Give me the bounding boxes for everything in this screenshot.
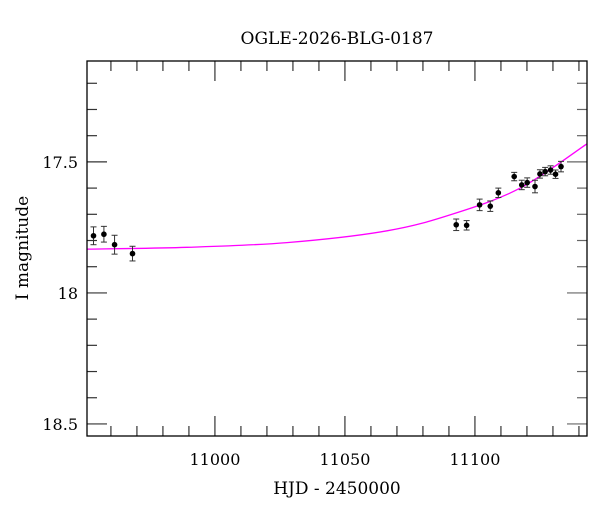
x-tick-label: 11000 — [189, 450, 240, 469]
data-point — [518, 179, 525, 191]
data-point — [495, 187, 502, 199]
point-marker — [495, 190, 502, 196]
data-point — [531, 179, 538, 194]
data-points — [90, 160, 564, 262]
point-marker — [511, 173, 517, 180]
point-marker — [487, 203, 494, 209]
point-marker — [524, 179, 530, 186]
data-point — [111, 234, 118, 255]
model-curve — [87, 143, 587, 250]
data-point — [524, 177, 531, 188]
chart-title: OGLE-2026-BLG-0187 — [241, 29, 434, 49]
point-marker — [453, 221, 460, 228]
data-point — [542, 166, 549, 177]
point-marker — [547, 167, 554, 173]
data-point — [463, 220, 470, 231]
plot-frame — [86, 60, 588, 437]
x-axis-label: HJD - 2450000 — [273, 479, 401, 499]
data-point — [511, 171, 518, 182]
point-marker — [558, 163, 564, 170]
x-tick-label: 11100 — [449, 450, 500, 469]
point-marker — [542, 168, 548, 175]
point-marker — [537, 171, 543, 177]
y-tick-label: 18 — [58, 284, 78, 303]
data-point — [547, 165, 554, 175]
model-curve-group — [87, 143, 587, 250]
point-marker — [101, 231, 107, 238]
data-point — [552, 169, 559, 179]
y-tick-label: 17.5 — [42, 153, 78, 172]
tick-labels: 11000 11050 11100 17.5 18 18.5 — [42, 153, 500, 469]
point-marker — [111, 241, 118, 248]
data-point — [90, 226, 97, 246]
point-marker — [90, 232, 97, 239]
data-point — [453, 218, 460, 232]
data-point — [536, 169, 543, 179]
data-point — [100, 225, 107, 243]
point-marker — [129, 250, 136, 257]
data-point — [129, 245, 136, 262]
point-marker — [518, 182, 525, 188]
axis-ticks — [87, 61, 587, 436]
y-axis-label: I magnitude — [13, 196, 33, 300]
x-tick-label: 11050 — [319, 450, 370, 469]
data-point — [557, 160, 564, 173]
point-marker — [463, 222, 470, 229]
data-point — [476, 198, 483, 212]
y-tick-label: 18.5 — [42, 415, 78, 434]
point-marker — [476, 202, 483, 208]
point-marker — [532, 183, 538, 190]
data-point — [487, 200, 494, 212]
point-marker — [552, 171, 559, 178]
